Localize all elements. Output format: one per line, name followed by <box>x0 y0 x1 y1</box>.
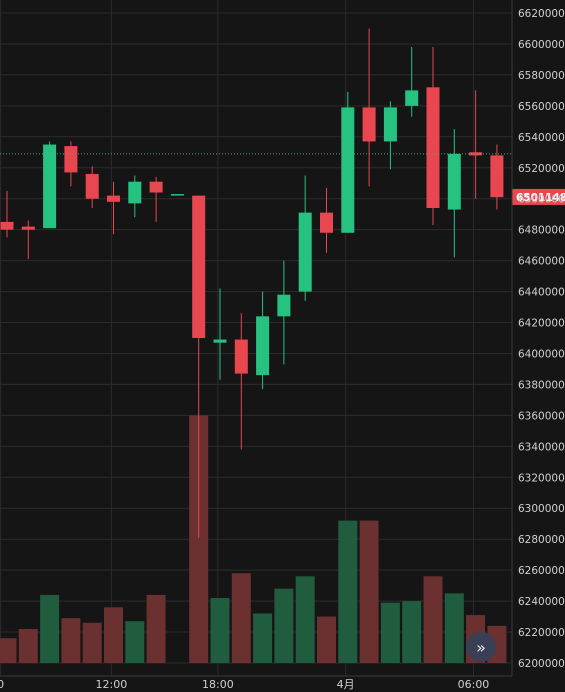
y-tick-label: 6440000 <box>518 287 565 299</box>
volume-bar <box>317 616 336 663</box>
candle-body <box>213 339 227 343</box>
candle-body <box>64 146 78 173</box>
last-price-tag <box>512 188 565 205</box>
y-tick-label: 6260000 <box>518 565 565 577</box>
y-tick-label: 6220000 <box>518 627 565 639</box>
candle-body <box>320 212 333 233</box>
y-tick-label: 6500000 <box>518 194 565 206</box>
y-tick-label: 6460000 <box>518 256 565 268</box>
volume-bar <box>274 588 294 663</box>
candle-body <box>43 144 57 229</box>
grid-layer <box>0 0 512 676</box>
candle-body <box>107 195 120 202</box>
y-tick-label: 6560000 <box>518 101 565 113</box>
volume-bar <box>61 618 81 663</box>
x-tick-label: 06:00 <box>458 678 490 691</box>
candle-body <box>149 181 163 193</box>
y-tick-label: 6280000 <box>518 534 565 546</box>
volume-bar <box>125 621 145 663</box>
double-chevron-right-icon: » <box>476 637 486 657</box>
y-tick-label: 6300000 <box>518 503 565 515</box>
candle-body <box>383 107 397 142</box>
y-tick-label: 6580000 <box>518 70 565 82</box>
volume-bar <box>40 594 60 663</box>
volume-bar <box>380 602 400 663</box>
overlay-layer: 6501148 <box>0 153 565 205</box>
last-price-label: 6501148 <box>516 192 565 204</box>
candle-body <box>362 107 376 142</box>
y-tick-label: 6600000 <box>518 39 565 51</box>
y-tick-label: 6240000 <box>518 596 565 608</box>
candle-body <box>85 173 99 199</box>
y-tick-label: 6340000 <box>518 441 565 453</box>
volume-bar <box>231 573 251 663</box>
candle-body <box>192 195 206 338</box>
y-tick-label: 6380000 <box>518 379 565 391</box>
candle-body <box>21 226 35 230</box>
y-tick-label: 6540000 <box>518 132 565 144</box>
volume-bar <box>82 622 102 663</box>
volume-bar <box>359 520 379 663</box>
volume-bar <box>423 576 443 663</box>
volume-bar <box>338 520 358 663</box>
candle-body <box>170 194 184 196</box>
volume-layer <box>0 415 507 663</box>
candle-body <box>469 152 483 156</box>
volume-bar <box>295 576 315 663</box>
volume-bar <box>210 598 230 663</box>
volume-bar <box>18 628 38 663</box>
candle-body <box>256 316 270 376</box>
y-tick-label: 6420000 <box>518 318 565 330</box>
candle-body <box>234 339 248 374</box>
candle-layer <box>0 28 504 538</box>
volume-bar <box>189 415 209 663</box>
volume-bar <box>444 593 464 663</box>
y-tick-label: 6520000 <box>518 163 565 175</box>
y-tick-label: 6400000 <box>518 348 565 360</box>
volume-bar <box>0 638 17 663</box>
volume-bar <box>146 594 166 663</box>
y-tick-label: 6200000 <box>518 658 565 670</box>
candle-body <box>277 294 291 317</box>
x-tick-label: 0 <box>0 678 4 691</box>
y-tick-label: 6360000 <box>518 410 565 422</box>
candle-body <box>490 155 504 198</box>
candle-body <box>405 90 419 106</box>
candle-body <box>298 212 312 292</box>
y-tick-label: 6320000 <box>518 472 565 484</box>
candle-body <box>426 87 440 208</box>
x-tick-label: 18:00 <box>202 678 234 691</box>
x-tick-label: 4月 <box>337 678 355 691</box>
x-tick-label: 12:00 <box>96 678 128 691</box>
volume-bar <box>253 613 273 663</box>
scroll-to-latest-button[interactable]: » <box>466 632 496 662</box>
candle-body <box>341 107 355 233</box>
candle-body <box>0 221 14 230</box>
y-tick-label: 6620000 <box>518 8 565 20</box>
candle-body <box>128 181 142 204</box>
volume-bar <box>402 601 422 663</box>
volume-bar <box>104 607 123 663</box>
y-tick-label: 6480000 <box>518 225 565 237</box>
candle-body <box>447 153 461 210</box>
